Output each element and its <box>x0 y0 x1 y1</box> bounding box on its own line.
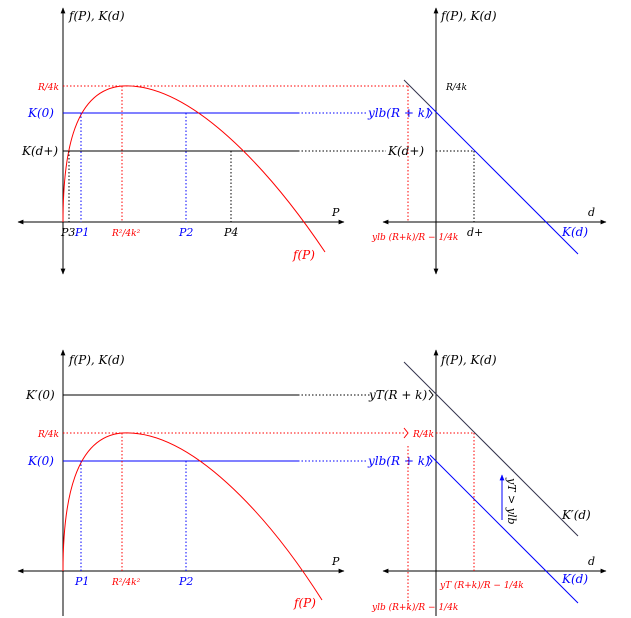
br-y-axis-label: f(P), K(d) <box>440 353 497 367</box>
tl-y-axis-label: f(P), K(d) <box>68 9 125 23</box>
tl-p1-tick: P1 <box>74 226 89 239</box>
bl-k0-label: K(0) <box>27 454 54 468</box>
br-yt-label: yT(R + k) <box>368 388 427 402</box>
tr-ylb-label: ylb(R + k) <box>367 106 430 120</box>
panel-top-right: f(P), K(d) d K(d) R/4k ylb(R + k) K(d+) … <box>367 7 607 275</box>
tr-dplus-tick: d+ <box>467 226 483 239</box>
tl-fp-curve <box>62 85 326 253</box>
br-kd-line <box>429 454 579 604</box>
bl-r4k-label: R/4k <box>37 430 59 440</box>
tl-fp-label: f(P) <box>292 248 315 262</box>
br-ylb-label: ylb(R + k) <box>367 454 430 468</box>
bl-p2-tick: P2 <box>178 575 193 588</box>
tl-x-axis-label: P <box>331 206 340 219</box>
tr-y-axis-label: f(P), K(d) <box>440 9 497 23</box>
panel-bottom-left: f(P), K(d) P K′(0) R/4k K(0) f(P) P1 R²/… <box>17 349 404 616</box>
tl-peak-tick: R²/4k² <box>111 229 141 239</box>
br-r4k-bracket-icon <box>403 427 409 439</box>
br-kprime-line <box>403 361 579 537</box>
br-ylb-tick: ylb (R+k)/R − 1/4k <box>371 602 458 613</box>
tr-kd-label: K(d) <box>561 225 588 239</box>
tr-r4k-label: R/4k <box>445 83 467 93</box>
br-ylb-bracket-icon <box>427 455 433 467</box>
bl-fp-curve <box>62 432 323 601</box>
br-x-axis-label: d <box>588 555 595 568</box>
br-kd-label: K(d) <box>561 572 588 586</box>
bl-fp-label: f(P) <box>293 596 316 610</box>
bl-x-axis-label: P <box>331 555 340 568</box>
bl-kprime0-label: K′(0) <box>25 388 55 402</box>
tl-p4-tick: P4 <box>223 226 238 239</box>
tl-k0-label: K(0) <box>27 106 54 120</box>
panel-top-left: f(P), K(d) P R/4k K(0) K(d+) f(P) P3 P1 … <box>17 7 408 275</box>
br-kprime-label: K′(d) <box>561 508 591 522</box>
tr-left-tick: ylb (R+k)/R − 1/4k <box>371 232 458 243</box>
tl-p3-tick: P3 <box>60 226 75 239</box>
tl-r4k-label: R/4k <box>37 83 59 93</box>
tr-x-axis-label: d <box>588 206 595 219</box>
br-r4k-label: R/4k <box>412 430 434 440</box>
tr-kd-line-dark <box>403 79 431 107</box>
tl-p2-tick: P2 <box>178 226 193 239</box>
panel-bottom-right: f(P), K(d) d K′(d) K(d) yT(R + k) R/4k y… <box>367 349 607 616</box>
bl-p1-tick: P1 <box>74 575 89 588</box>
tr-kd-line <box>429 105 579 255</box>
tl-kdplus-label: K(d+) <box>21 144 58 158</box>
tr-kdplus-label: K(d+) <box>387 144 424 158</box>
bl-y-axis-label: f(P), K(d) <box>68 353 125 367</box>
br-shift-arrow-label: yT > ylb <box>505 477 518 525</box>
tr-ylb-bracket-icon <box>427 107 433 119</box>
br-yt-tick: yT (R+k)/R − 1/4k <box>439 580 524 591</box>
br-yt-bracket-icon <box>428 389 434 401</box>
bl-peak-tick: R²/4k² <box>111 578 141 588</box>
